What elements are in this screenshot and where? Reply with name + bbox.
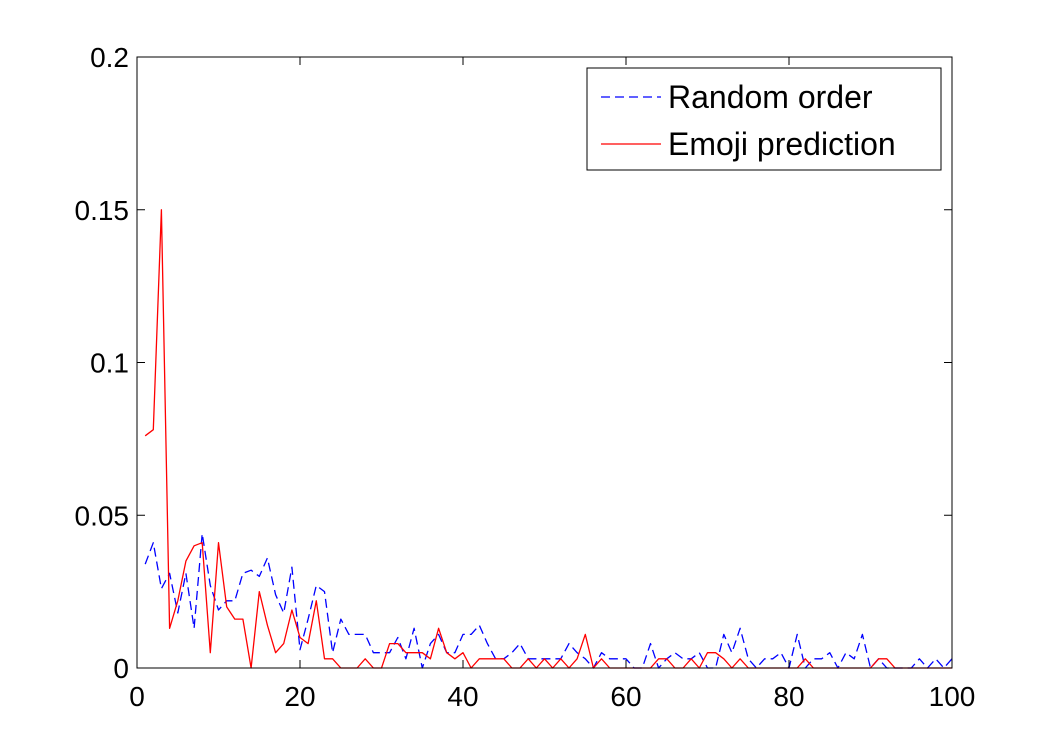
axes: 0 20 40 60 80 100 0 0.05 0.1 0.15 0.2 xyxy=(75,42,976,712)
y-tick-label: 0.1 xyxy=(90,348,129,379)
y-tick-label: 0.2 xyxy=(90,42,129,73)
legend-box xyxy=(586,67,942,171)
x-tick-label: 100 xyxy=(929,681,976,712)
x-tick-label: 20 xyxy=(284,681,315,712)
x-tick-label: 80 xyxy=(773,681,804,712)
legend-label-1: Emoji prediction xyxy=(668,126,896,162)
y-tick-label: 0 xyxy=(113,653,129,684)
y-tick-label: 0.05 xyxy=(75,500,130,531)
legend-label-0: Random order xyxy=(668,79,873,115)
y-tick-label: 0.15 xyxy=(75,195,130,226)
x-tick-label: 0 xyxy=(129,681,145,712)
legend: Random order Emoji prediction xyxy=(586,67,942,171)
x-tick-label: 40 xyxy=(447,681,478,712)
x-tick-label: 60 xyxy=(610,681,641,712)
series-line-0 xyxy=(144,532,953,669)
